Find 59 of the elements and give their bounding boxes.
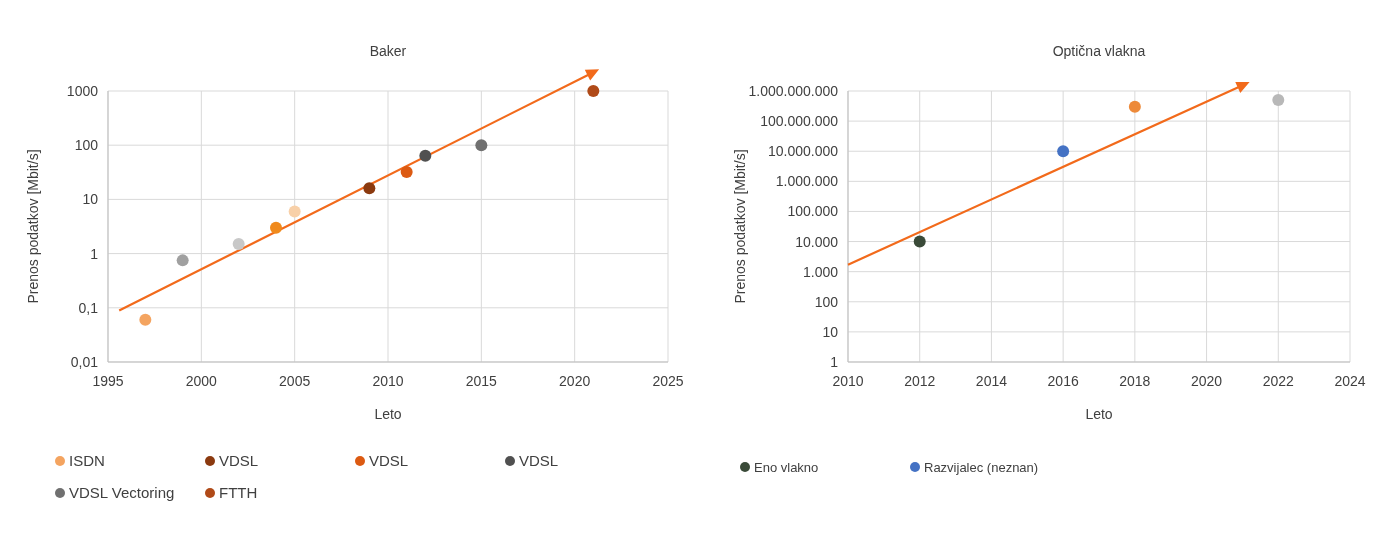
x-tick-label: 2010 (832, 373, 864, 389)
legend-label: Eno vlakno (754, 460, 819, 475)
y-tick-label: 100 (814, 293, 839, 310)
x-tick-label: 2010 (372, 373, 404, 389)
y-tick-label: 10 (822, 323, 839, 340)
x-tick-label: 2018 (1119, 373, 1151, 389)
legend-label: VDSL Vectoring (69, 484, 175, 501)
y-tick-label: 100.000 (787, 203, 839, 220)
point (288, 205, 301, 218)
point (913, 235, 926, 248)
legend-label: VDSL (219, 452, 259, 469)
y-axis-title: Prenos podatkov [Mbit/s] (25, 149, 41, 304)
y-tick-label: 100.000.000 (760, 113, 839, 130)
y-tick-label: 10.000.000 (767, 143, 839, 160)
point (419, 149, 432, 162)
y-tick-label: 1.000.000 (775, 173, 839, 190)
x-tick-label: 2012 (904, 373, 936, 389)
legend-label: VDSL (369, 452, 409, 469)
point (232, 238, 245, 251)
y-tick-label: 0,01 (70, 354, 99, 370)
x-axis-title: Leto (1085, 406, 1113, 422)
point (1057, 145, 1070, 158)
x-tick-label: 2000 (185, 373, 218, 389)
x-tick-label: 2014 (975, 373, 1008, 389)
chart-title: Baker (369, 43, 407, 59)
y-tick-label: 100 (74, 137, 99, 154)
chart-title: Optična vlakna (1052, 43, 1146, 59)
y-tick-label: 1 (90, 245, 99, 262)
x-tick-label: 2025 (652, 373, 684, 389)
x-tick-label: 2016 (1047, 373, 1079, 389)
x-tick-label: 2005 (279, 373, 311, 389)
x-tick-label: 2015 (465, 373, 498, 389)
x-tick-label: 2020 (1190, 373, 1223, 389)
point (400, 166, 413, 179)
x-tick-label: 2024 (1334, 373, 1366, 389)
legend-label: VDSL (519, 452, 559, 469)
point (270, 221, 282, 234)
y-axis-title: Prenos podatkov [Mbit/s] (732, 149, 748, 304)
y-tick-label: 1.000.000.000 (748, 83, 839, 99)
legend-label: Razvijalec (neznan) (924, 460, 1039, 475)
x-tick-label: 2022 (1262, 373, 1295, 389)
point (587, 85, 600, 97)
point (139, 313, 152, 326)
legend-label: ISDN (69, 452, 105, 469)
x-tick-label: 2020 (559, 373, 591, 389)
point (1272, 94, 1285, 107)
y-tick-label: 1 (830, 354, 839, 370)
x-tick-label: 1995 (92, 373, 124, 389)
point (363, 182, 376, 195)
y-tick-label: 1000 (66, 83, 99, 99)
point (475, 139, 488, 152)
legend-label: FTTH (219, 484, 258, 501)
x-axis-title: Leto (374, 406, 402, 422)
point (176, 254, 189, 267)
y-tick-label: 0,1 (78, 299, 99, 316)
y-tick-label: 10 (82, 191, 99, 208)
y-tick-label: 10.000 (795, 233, 839, 250)
y-tick-label: 1.000 (802, 263, 839, 280)
point (1128, 100, 1141, 113)
